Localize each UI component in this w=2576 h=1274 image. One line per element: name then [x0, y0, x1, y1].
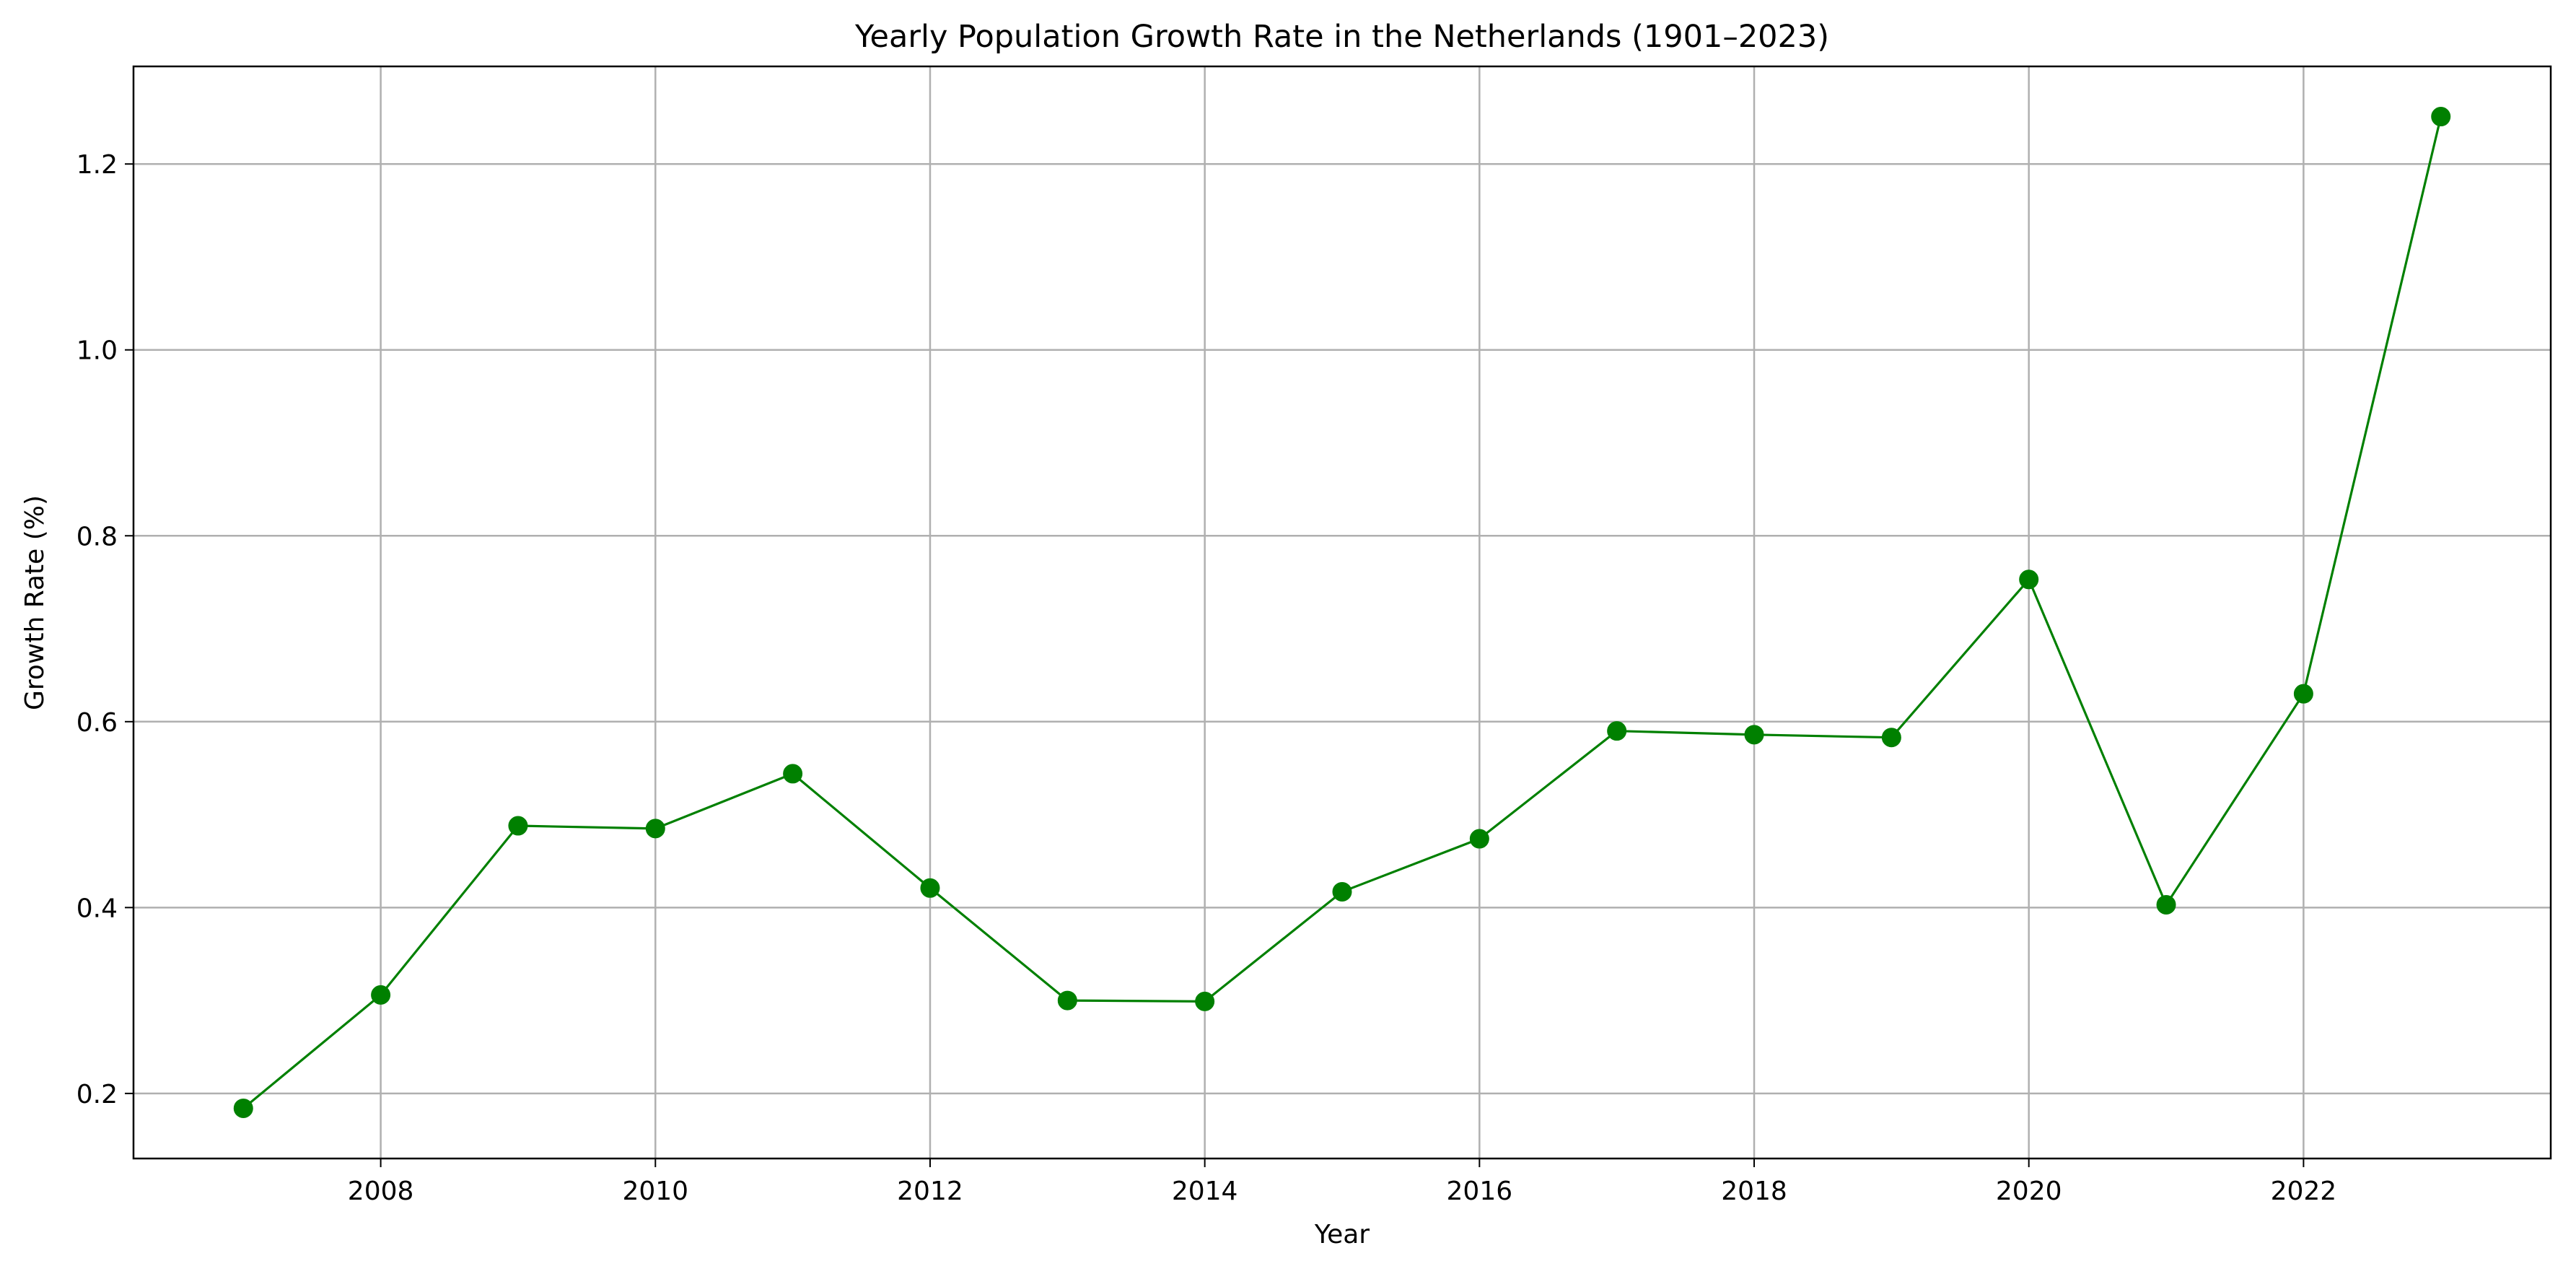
y-tick-label: 1.0 — [76, 336, 118, 366]
y-tick-label: 0.4 — [76, 894, 118, 923]
x-tick-label: 2018 — [1721, 1177, 1787, 1206]
y-tick-label: 0.2 — [76, 1080, 118, 1109]
x-tick-label: 2016 — [1447, 1177, 1513, 1206]
data-point — [508, 816, 528, 836]
x-tick-label: 2012 — [897, 1177, 963, 1206]
data-point — [2019, 570, 2039, 590]
x-tick-label: 2020 — [1996, 1177, 2062, 1206]
data-point — [371, 985, 391, 1005]
data-point — [1744, 725, 1764, 745]
data-point — [783, 764, 803, 784]
data-point — [920, 878, 940, 898]
plot-frame — [132, 65, 2552, 1160]
y-axis-label: Growth Rate (%) — [20, 495, 50, 710]
chart-title: Yearly Population Growth Rate in the Net… — [854, 19, 1829, 55]
data-series — [233, 107, 2451, 1118]
axes — [125, 65, 2552, 1167]
data-point — [1195, 991, 1215, 1011]
y-tick-label: 0.6 — [76, 708, 118, 738]
data-point — [2156, 894, 2176, 915]
data-point — [1057, 990, 1077, 1011]
data-point — [1332, 881, 1352, 902]
grid-lines — [133, 66, 2551, 1159]
x-tick-label: 2010 — [622, 1177, 688, 1206]
data-point — [645, 819, 665, 839]
data-point — [1881, 728, 1901, 748]
tick-labels: 2008 2010 2012 2014 2016 2018 2020 2022 0.2 0.4 0.… — [76, 150, 2336, 1206]
x-tick-label: 2022 — [2271, 1177, 2337, 1206]
x-axis-label: Year — [1314, 1220, 1370, 1249]
data-point — [1607, 721, 1627, 741]
data-point — [2431, 107, 2451, 127]
data-point — [1469, 829, 1489, 849]
x-tick-label: 2014 — [1172, 1177, 1238, 1206]
data-point — [233, 1098, 253, 1118]
data-point — [2293, 684, 2313, 704]
y-tick-label: 0.8 — [76, 522, 118, 551]
x-tick-label: 2008 — [348, 1177, 414, 1206]
y-tick-label: 1.2 — [76, 150, 118, 180]
